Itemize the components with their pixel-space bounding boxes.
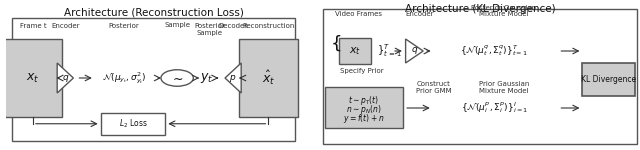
Text: Posterior: Posterior — [109, 22, 140, 28]
Bar — [3, 39, 62, 117]
Text: Specify Prior: Specify Prior — [340, 68, 383, 74]
Text: Frame t: Frame t — [20, 22, 46, 28]
Text: $\mathcal{N}(\mu_{y_t}, \sigma^2_{y_t})$: $\mathcal{N}(\mu_{y_t}, \sigma^2_{y_t})$ — [102, 70, 147, 86]
Text: $n \sim p_N(n)$: $n \sim p_N(n)$ — [346, 103, 381, 116]
Polygon shape — [225, 63, 241, 93]
Text: Sample: Sample — [164, 22, 190, 28]
Polygon shape — [57, 63, 74, 93]
Text: Prior Gaussian
Mixture Model: Prior Gaussian Mixture Model — [479, 81, 529, 94]
Text: Construct
Prior GMM: Construct Prior GMM — [416, 81, 451, 94]
Text: $t \sim p_T(t)$: $t \sim p_T(t)$ — [348, 94, 380, 107]
Bar — [12, 18, 295, 141]
Text: Reconstruction: Reconstruction — [242, 22, 294, 28]
Text: $p$: $p$ — [229, 72, 237, 84]
Text: $\{\mathcal{N}(\mu^p_i, \Sigma^p_i)\}^I_{i=1}$: $\{\mathcal{N}(\mu^p_i, \Sigma^p_i)\}^I_… — [461, 100, 528, 116]
Bar — [582, 63, 636, 96]
Text: $\{$: $\{$ — [330, 34, 341, 53]
Text: Posterior Gaussian
Mixture Model: Posterior Gaussian Mixture Model — [472, 4, 536, 18]
Bar — [239, 39, 298, 117]
Polygon shape — [406, 39, 423, 63]
Text: $q$: $q$ — [61, 72, 69, 84]
Text: Encoder: Encoder — [51, 22, 79, 28]
Text: $L_2$ Loss: $L_2$ Loss — [118, 117, 147, 130]
Text: KL Divergence: KL Divergence — [581, 75, 636, 84]
Text: $\hat{x}_t$: $\hat{x}_t$ — [262, 69, 275, 87]
Text: $y_t$: $y_t$ — [200, 71, 213, 85]
Bar — [100, 112, 165, 135]
Circle shape — [161, 70, 193, 86]
Text: $\sim$: $\sim$ — [170, 72, 184, 84]
Text: $x_t$: $x_t$ — [26, 71, 40, 85]
Text: $\}^T_{t\,=\,1}$: $\}^T_{t\,=\,1}$ — [377, 43, 402, 59]
Bar — [339, 38, 371, 64]
Text: Posterior
Sample: Posterior Sample — [194, 22, 225, 36]
Text: $y = f(t) + n$: $y = f(t) + n$ — [343, 112, 385, 125]
Text: Encoder: Encoder — [405, 11, 433, 16]
Text: $\{\mathcal{N}(\mu^q_t, \Sigma^q_t)\}^T_{t=1}$: $\{\mathcal{N}(\mu^q_t, \Sigma^q_t)\}^T_… — [460, 44, 529, 59]
Text: $x_t$: $x_t$ — [349, 45, 361, 57]
Text: Architecture (KL Divergence): Architecture (KL Divergence) — [404, 4, 556, 15]
Bar — [325, 87, 403, 128]
Text: Video Frames: Video Frames — [335, 11, 382, 16]
Text: Decoder: Decoder — [218, 22, 248, 28]
Text: $q$: $q$ — [411, 45, 418, 57]
Text: Architecture (Reconstruction Loss): Architecture (Reconstruction Loss) — [63, 8, 244, 18]
